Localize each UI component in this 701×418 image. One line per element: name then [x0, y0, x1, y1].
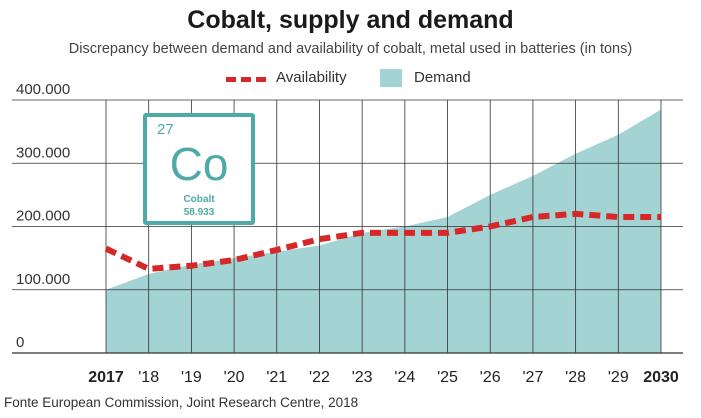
x-tick-label: 2030: [643, 369, 679, 386]
legend-label-availability: Availability: [276, 69, 347, 86]
demand-area: [106, 109, 661, 353]
element-symbol: Co: [169, 138, 229, 190]
legend-swatch-demand: [380, 69, 402, 87]
x-tick-label: '28: [565, 369, 586, 386]
x-tick-label: '20: [224, 369, 245, 386]
x-tick-label: '18: [138, 369, 159, 386]
x-tick-label: '26: [480, 369, 501, 386]
chart-subtitle: Discrepancy between demand and availabil…: [68, 41, 633, 57]
legend-swatch-availability: [226, 77, 266, 82]
x-tick-label: '24: [394, 369, 415, 386]
x-tick-label: '25: [437, 369, 458, 386]
x-tick-label: '19: [181, 369, 202, 386]
legend-label-demand: Demand: [414, 69, 471, 86]
x-tick-label: '23: [352, 369, 373, 386]
y-tick-label: 300.000: [16, 144, 70, 161]
y-tick-label: 0: [16, 334, 24, 351]
x-tick-label: '27: [522, 369, 543, 386]
element-atomic-number: 27: [157, 121, 174, 138]
x-tick-label: '21: [266, 369, 287, 386]
element-name: Cobalt: [183, 194, 215, 205]
y-tick-label: 200.000: [16, 208, 70, 225]
cobalt-element-tile: 27 Co Cobalt 58.933: [143, 113, 255, 225]
chart-title: Cobalt, supply and demand: [187, 6, 514, 34]
y-tick-label: 400.000: [16, 81, 70, 98]
y-tick-label: 100.000: [16, 271, 70, 288]
x-tick-label: 2017: [88, 369, 124, 386]
element-atomic-mass: 58.933: [183, 207, 215, 218]
legend: Availability Demand: [0, 67, 701, 89]
x-tick-label: '22: [309, 369, 330, 386]
x-tick-label: '29: [608, 369, 629, 386]
source-note: Fonte European Commission, Joint Researc…: [4, 395, 359, 410]
